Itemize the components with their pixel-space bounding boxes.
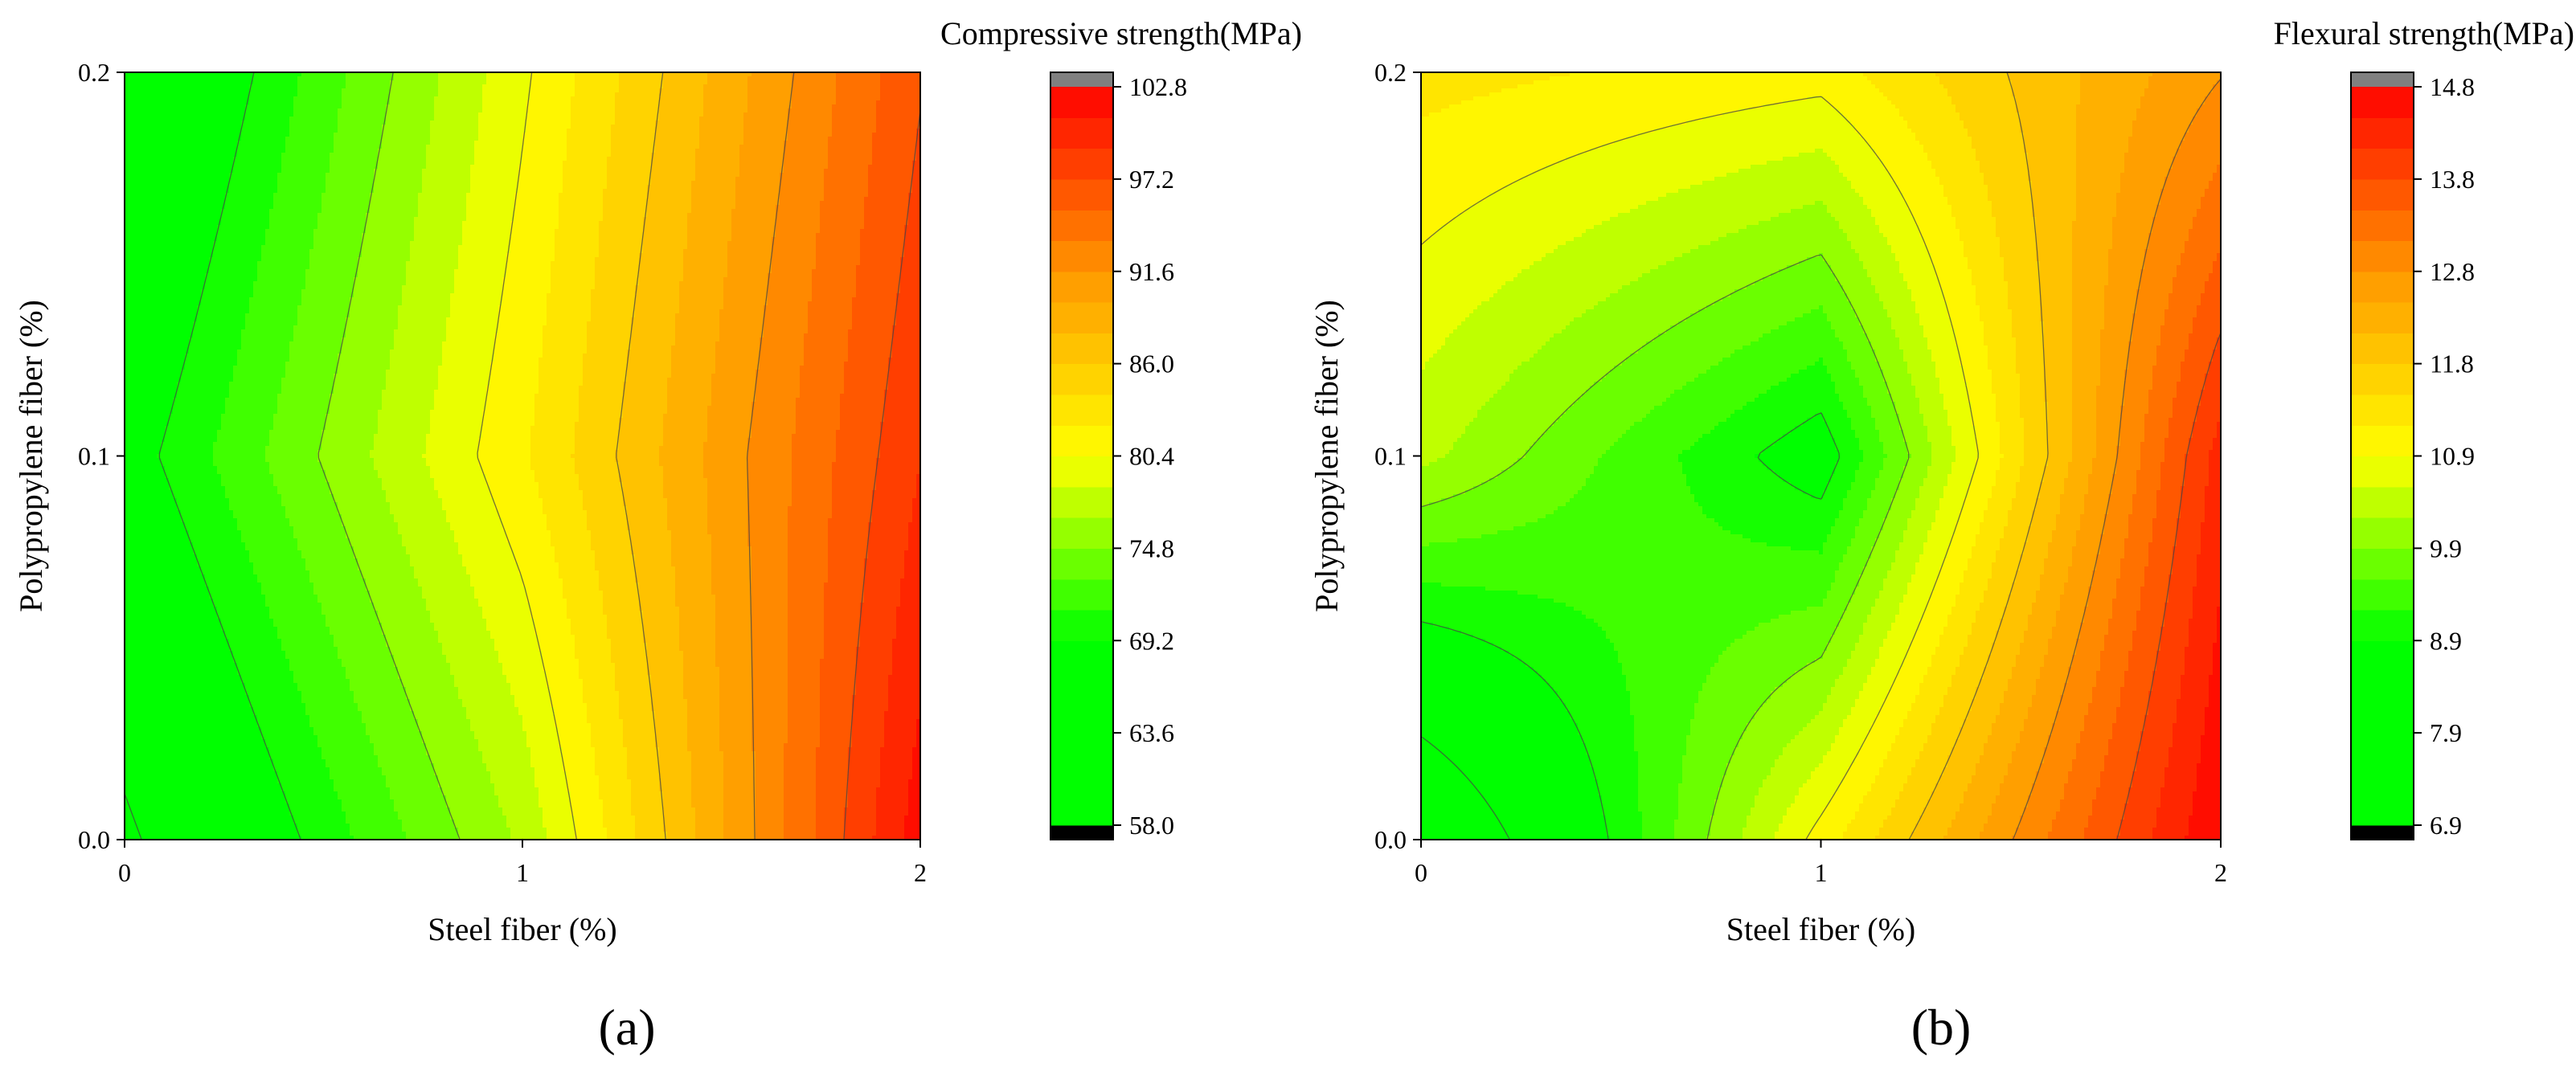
colorbar-band [1050,702,1113,734]
colorbar-tick-label: 7.9 [2430,718,2462,747]
colorbar-band [2351,87,2414,118]
colorbar-band [2351,179,2414,211]
colorbar-band [2351,456,2414,488]
colorbar-tick-label: 80.4 [1129,442,1174,471]
y-tick-label: 0.1 [1374,442,1407,471]
colorbar-tick-label: 11.8 [2430,350,2474,378]
y-tick-label: 0.2 [1374,58,1407,87]
colorbar-band [2351,640,2414,672]
colorbar-over-cap [1050,72,1113,87]
colorbar-band [1050,517,1113,549]
colorbar-band [1050,487,1113,518]
colorbar-band [2351,395,2414,426]
colorbar-band [2351,733,2414,764]
colorbar-band [1050,210,1113,241]
colorbar-under-cap [2351,825,2414,840]
colorbar-tick-label: 13.8 [2430,165,2475,194]
colorbar-band [2351,702,2414,734]
x-tick-label: 1 [516,858,529,887]
colorbar-band [2351,579,2414,611]
colorbar: 58.0 63.6 69.2 74.8 80.4 86.0 91.6 97.2 102.8 [1050,72,1187,840]
x-axis-label: Steel fiber (%) [428,911,616,947]
panel-label: (b) [1911,999,1972,1056]
y-tick-label: 0.0 [1374,825,1407,854]
y-tick-label: 0.0 [78,825,110,854]
figure: 0 1 2 0.0 0.1 0.2 Steel fiber (%) Polypropylene… [0,0,2576,1067]
colorbar-tick-label: 10.9 [2430,442,2475,471]
colorbar-band [2351,425,2414,456]
colorbar-band [1050,548,1113,579]
colorbar-band [2351,487,2414,518]
x-tick-label: 1 [1815,858,1828,887]
colorbar-tick-label: 9.9 [2430,534,2462,562]
colorbar-band [1050,364,1113,395]
colorbar-band [2351,272,2414,303]
colorbar-band [1050,302,1113,333]
colorbar-tick-label: 69.2 [1129,626,1174,655]
colorbar-band [2351,333,2414,364]
colorbar-band [1050,87,1113,118]
x-tick-label: 2 [2214,858,2227,887]
y-axis-label: Polypropylene fiber (%) [13,300,49,612]
colorbar-tick-label: 14.8 [2430,72,2475,101]
colorbar-band [2351,302,2414,333]
colorbar-tick-label: 6.9 [2430,811,2462,840]
colorbar-band [1050,117,1113,149]
colorbar-tick-label: 74.8 [1129,534,1174,562]
panel-label: (a) [598,999,655,1056]
colorbar-tick-label: 8.9 [2430,626,2462,655]
chart-a: 0 1 2 0.0 0.1 0.2 Steel fiber (%) Polypropylene… [13,15,1302,1056]
colorbar: 6.9 7.9 8.9 9.9 10.9 11.8 12.8 13.8 14.8 [2351,72,2475,840]
colorbar-over-cap [2351,72,2414,87]
colorbar-band [1050,610,1113,641]
colorbar-band [1050,333,1113,364]
colorbar-tick-label: 102.8 [1129,72,1187,101]
contour-field [1421,72,2222,840]
colorbar-band [1050,179,1113,211]
colorbar-tick-label: 86.0 [1129,350,1174,378]
colorbar-title: Flexural strength(MPa) [2274,15,2574,51]
x-tick-label: 0 [1415,858,1427,887]
y-tick-label: 0.1 [78,442,110,471]
colorbar-band [2351,240,2414,272]
colorbar-band [2351,548,2414,579]
colorbar-band [1050,733,1113,764]
colorbar-tick-label: 63.6 [1129,718,1174,747]
chart-b: 0 1 2 0.0 0.1 0.2 Steel fiber (%) Polypropylene… [1308,15,2574,1056]
y-axis-label: Polypropylene fiber (%) [1308,300,1345,612]
colorbar-band [1050,640,1113,672]
colorbar-band [2351,610,2414,641]
colorbar-band [1050,456,1113,488]
x-tick-label: 0 [118,858,131,887]
colorbar-band [1050,579,1113,611]
x-tick-label: 2 [914,858,927,887]
colorbar-band [2351,672,2414,703]
colorbar-band [1050,425,1113,456]
colorbar-tick-label: 12.8 [2430,257,2475,286]
contour-field [125,72,921,840]
colorbar-band [1050,763,1113,795]
colorbar-band [1050,395,1113,426]
colorbar-band [2351,149,2414,180]
colorbar-band [2351,517,2414,549]
colorbar-band [1050,672,1113,703]
colorbar-title: Compressive strength(MPa) [940,15,1302,51]
colorbar-band [2351,210,2414,241]
colorbar-band [2351,763,2414,795]
colorbar-band [2351,795,2414,826]
colorbar-band [1050,240,1113,272]
colorbar-band [2351,117,2414,149]
y-tick-label: 0.2 [78,58,110,87]
colorbar-tick-label: 91.6 [1129,257,1174,286]
colorbar-band [1050,272,1113,303]
colorbar-band [1050,149,1113,180]
colorbar-tick-label: 58.0 [1129,811,1174,840]
colorbar-tick-label: 97.2 [1129,165,1174,194]
colorbar-under-cap [1050,825,1113,840]
colorbar-band [1050,795,1113,826]
colorbar-band [2351,364,2414,395]
x-axis-label: Steel fiber (%) [1726,911,1915,947]
